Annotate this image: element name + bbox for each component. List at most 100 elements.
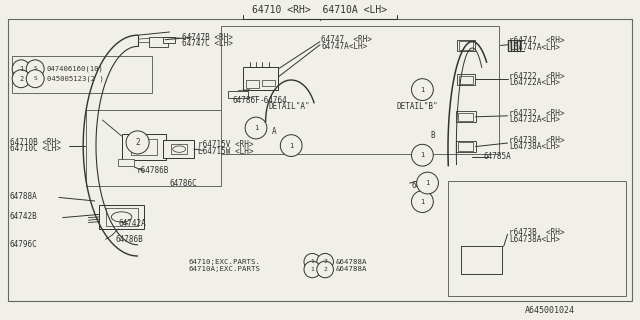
Ellipse shape: [12, 70, 30, 88]
Text: S: S: [33, 66, 37, 71]
Text: 64786F: 64786F: [233, 96, 260, 105]
Ellipse shape: [412, 79, 433, 100]
Text: 1: 1: [310, 267, 314, 272]
Text: 1: 1: [420, 152, 424, 158]
Bar: [461, 246, 502, 274]
Bar: [12, 56, 152, 93]
Bar: [99, 205, 144, 229]
Ellipse shape: [412, 144, 433, 166]
Bar: [243, 67, 278, 90]
Ellipse shape: [304, 261, 321, 278]
Text: 1: 1: [426, 180, 429, 186]
Bar: [131, 139, 157, 155]
Text: 2: 2: [323, 259, 327, 264]
Bar: [457, 40, 475, 51]
Bar: [86, 110, 221, 186]
Text: L64747A<LH>: L64747A<LH>: [509, 43, 559, 52]
Bar: [456, 141, 476, 152]
Text: 1: 1: [420, 199, 424, 204]
Bar: [457, 74, 475, 85]
Text: r64738  <RH>: r64738 <RH>: [509, 136, 564, 145]
Text: 2: 2: [19, 76, 23, 82]
Bar: [106, 208, 138, 226]
Bar: [171, 144, 187, 154]
Text: 64786B: 64786B: [115, 235, 143, 244]
Ellipse shape: [280, 135, 302, 156]
Ellipse shape: [317, 253, 333, 270]
Ellipse shape: [304, 253, 321, 270]
Bar: [118, 159, 134, 166]
Text: r64786B: r64786B: [136, 166, 169, 175]
Text: &64788A: &64788A: [336, 267, 367, 272]
Text: 64796C: 64796C: [10, 240, 37, 249]
Bar: [458, 142, 473, 151]
Text: 64788A: 64788A: [10, 192, 37, 201]
Text: A645001024: A645001024: [525, 306, 575, 315]
Bar: [246, 80, 259, 88]
Text: 1: 1: [19, 66, 23, 72]
Text: 047406160(10): 047406160(10): [47, 66, 104, 72]
Text: 1: 1: [420, 87, 424, 92]
Text: L64715W <LH>: L64715W <LH>: [198, 147, 254, 156]
Text: r64722  <RH>: r64722 <RH>: [509, 72, 564, 81]
Text: L64732A<LH>: L64732A<LH>: [509, 116, 559, 124]
Bar: [459, 76, 473, 84]
Text: 64710C <LH>: 64710C <LH>: [10, 144, 60, 153]
Text: 1: 1: [310, 259, 314, 264]
Text: 64742A: 64742A: [118, 219, 146, 228]
Text: DETAIL"B": DETAIL"B": [397, 102, 438, 111]
Text: 1: 1: [289, 143, 293, 148]
Ellipse shape: [317, 261, 333, 278]
Bar: [149, 37, 168, 47]
Text: DETAIL"A": DETAIL"A": [269, 102, 310, 111]
Bar: [8, 19, 632, 301]
Circle shape: [467, 253, 495, 267]
Circle shape: [173, 146, 186, 152]
Text: 2: 2: [323, 267, 327, 272]
Bar: [461, 246, 502, 274]
Bar: [458, 113, 473, 121]
Text: 64785A: 64785A: [483, 152, 511, 161]
Text: 64747B <RH>: 64747B <RH>: [182, 33, 232, 42]
Text: 64747C <LH>: 64747C <LH>: [182, 39, 232, 48]
Text: 64710;EXC.PARTS.: 64710;EXC.PARTS.: [189, 259, 261, 265]
Text: L64738A<LH>: L64738A<LH>: [509, 142, 559, 151]
Bar: [448, 181, 626, 296]
Text: r64715V <RH>: r64715V <RH>: [198, 140, 254, 149]
Circle shape: [111, 212, 132, 222]
Ellipse shape: [245, 117, 267, 139]
Bar: [228, 91, 248, 98]
Text: 64742B: 64742B: [10, 212, 37, 221]
Circle shape: [474, 256, 489, 264]
Ellipse shape: [12, 60, 30, 78]
Text: r64732  <RH>: r64732 <RH>: [509, 109, 564, 118]
Ellipse shape: [26, 60, 44, 78]
Text: r64747  <RH>: r64747 <RH>: [509, 36, 564, 45]
Ellipse shape: [412, 191, 433, 212]
Text: A: A: [272, 127, 276, 136]
Text: B: B: [431, 131, 435, 140]
Bar: [221, 26, 499, 154]
Text: 1: 1: [254, 125, 258, 131]
Ellipse shape: [126, 131, 149, 154]
Bar: [122, 134, 166, 160]
Text: S: S: [33, 76, 37, 81]
Ellipse shape: [26, 70, 44, 88]
Text: 64710A;EXC.PARTS: 64710A;EXC.PARTS: [189, 267, 261, 272]
Text: 045005123(2 ): 045005123(2 ): [47, 76, 104, 82]
Text: 64710B <RH>: 64710B <RH>: [10, 138, 60, 147]
Ellipse shape: [417, 172, 438, 194]
Text: L64722A<LH>: L64722A<LH>: [509, 78, 559, 87]
Bar: [163, 37, 175, 43]
Text: &64788A: &64788A: [336, 259, 367, 265]
Text: 64710 <RH>  64710A <LH>: 64710 <RH> 64710A <LH>: [252, 5, 388, 15]
Bar: [456, 111, 476, 122]
Text: 2: 2: [135, 138, 140, 147]
Bar: [163, 140, 194, 158]
Text: 64747  <RH>: 64747 <RH>: [321, 36, 372, 44]
Text: 64786C: 64786C: [170, 179, 197, 188]
Text: 64747A<LH>: 64747A<LH>: [321, 42, 367, 51]
Text: r6473B  <RH>: r6473B <RH>: [509, 228, 564, 237]
Bar: [262, 80, 275, 86]
Text: 64754: 64754: [412, 181, 435, 190]
